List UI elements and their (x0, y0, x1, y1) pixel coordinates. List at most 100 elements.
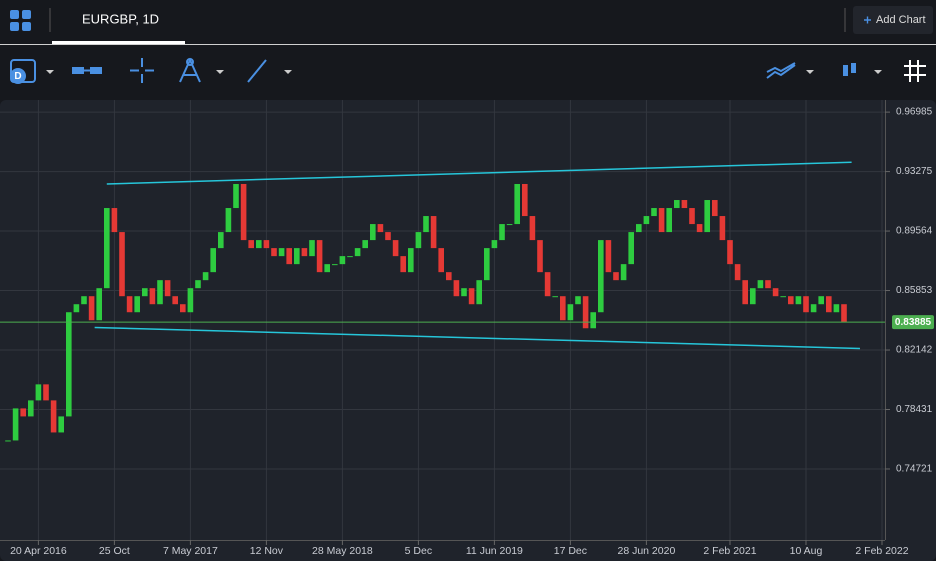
candle (294, 248, 300, 265)
candle (803, 296, 809, 313)
plus-icon (864, 16, 871, 24)
trend-line (94, 326, 860, 350)
candle (590, 312, 596, 329)
compare-button[interactable] (72, 67, 102, 74)
candle (286, 248, 292, 265)
y-tick-label: 0.78431 (896, 404, 933, 415)
candle (316, 240, 323, 273)
indicators-button[interactable] (766, 62, 814, 79)
icon (766, 62, 796, 79)
candle (66, 312, 72, 417)
y-tick-label: 0.89564 (896, 226, 933, 237)
candle (73, 304, 80, 313)
candle (157, 280, 163, 305)
candle (309, 240, 315, 257)
candle (324, 264, 330, 273)
candle (833, 304, 840, 313)
candle (225, 208, 232, 233)
candle (651, 208, 657, 217)
x-tick-label: 5 Dec (405, 545, 432, 557)
candle (826, 296, 832, 313)
candle (453, 280, 460, 297)
candle (727, 240, 733, 265)
measure-button[interactable] (179, 57, 224, 83)
candle (50, 400, 57, 433)
icon (130, 58, 154, 83)
candle (613, 272, 619, 281)
line-tool-button[interactable] (247, 59, 292, 83)
candle (28, 400, 34, 417)
candle (415, 232, 422, 249)
grid-button[interactable] (904, 60, 926, 82)
candle (529, 216, 536, 241)
y-tick-label: 0.85853 (896, 285, 933, 296)
x-tick-label: 20 Apr 2016 (10, 545, 67, 557)
candle (81, 296, 87, 305)
crosshair-button[interactable] (130, 58, 154, 83)
y-tick-label: 0.96985 (896, 107, 933, 118)
candle (362, 240, 368, 249)
y-tick-label: 0.82142 (896, 345, 933, 356)
x-tick-label: 2 Feb 2021 (703, 545, 756, 557)
candle (195, 280, 201, 289)
candle (256, 240, 262, 249)
y-tick-label: 0.93275 (896, 166, 933, 177)
icon (10, 22, 19, 31)
x-tick-label: 28 May 2018 (312, 545, 373, 557)
icon (90, 67, 102, 74)
icon (186, 58, 194, 66)
caret (46, 70, 54, 74)
x-tick-label: 10 Aug (790, 545, 823, 557)
candle (142, 288, 148, 297)
candle (537, 240, 543, 273)
candle (506, 224, 513, 226)
candle (522, 183, 528, 217)
candle (354, 248, 361, 257)
candle (788, 296, 794, 305)
candle (674, 200, 680, 209)
candle (233, 183, 239, 209)
icon (22, 10, 31, 19)
add-chart-button[interactable]: Add Chart (853, 6, 933, 34)
candle (400, 256, 406, 273)
icon (851, 63, 856, 73)
button-bg (853, 6, 933, 34)
caret (806, 70, 814, 74)
x-tick-label: 11 Jun 2019 (466, 545, 523, 557)
candle (126, 296, 133, 313)
icon (10, 10, 19, 19)
chart-type-button[interactable] (843, 63, 882, 76)
y-tick-label: 0.74721 (896, 464, 933, 475)
candle (202, 272, 209, 281)
candle (696, 224, 703, 233)
candle (392, 240, 399, 257)
x-tick-label: 25 Oct (99, 545, 130, 557)
layout-button[interactable] (10, 10, 31, 31)
icon (843, 65, 848, 76)
candle (499, 224, 505, 241)
interval-label: D (14, 71, 21, 82)
candle (476, 280, 482, 305)
candle (818, 296, 824, 305)
candle (750, 288, 756, 305)
candle (689, 208, 695, 225)
x-tick-label: 2 Feb 2022 (855, 545, 908, 557)
candle (347, 256, 353, 258)
candle (20, 408, 26, 417)
last-price-label: 0.83885 (895, 317, 932, 328)
interval-button[interactable]: D (10, 59, 54, 84)
candle (734, 264, 741, 281)
candle (134, 296, 140, 313)
chart-tab[interactable]: EURGBP, 1D (82, 11, 159, 26)
candle (423, 216, 429, 233)
candle (643, 216, 650, 225)
trend-line (106, 161, 852, 185)
icon (904, 60, 926, 82)
icon (247, 59, 267, 83)
candle (567, 304, 574, 321)
candle (712, 200, 718, 217)
candle (111, 208, 118, 233)
candle (636, 224, 642, 233)
candle (772, 288, 779, 297)
